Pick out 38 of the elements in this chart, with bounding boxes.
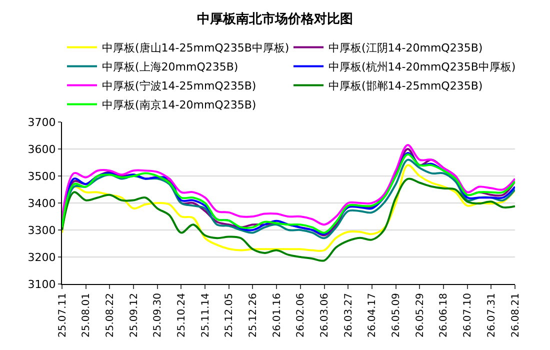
x-tick-label: 26.07.10 [462, 293, 474, 338]
y-tick-label: 3400 [28, 196, 56, 210]
x-tick-label: 26.05.29 [414, 293, 426, 338]
legend-label: 中厚板(唐山14-25mmQ235B中厚板) [102, 42, 290, 55]
y-tick-label: 3100 [28, 278, 56, 291]
x-tick-label: 25.10.24 [176, 293, 188, 338]
legend-label: 中厚板(杭州14-20mmQ235B中厚板) [328, 60, 516, 74]
line-series [62, 178, 515, 262]
x-tick-label: 26.02.06 [296, 293, 307, 338]
x-tick-label: 25.09.12 [128, 293, 140, 338]
x-tick-label: 26.08.21 [510, 293, 522, 338]
x-tick-label: 25.11.14 [200, 293, 212, 338]
x-tick-label: 26.05.09 [391, 293, 402, 338]
x-tick-label: 25.09.30 [152, 293, 164, 338]
x-tick-label: 25.12.26 [248, 293, 259, 338]
x-tick-label: 26.01.16 [272, 293, 283, 338]
x-tick-label: 26.07.31 [486, 293, 498, 338]
line-series [62, 164, 515, 252]
legend-label: 中厚板(江阴14-20mmQ235B) [328, 42, 483, 55]
y-tick-label: 3700 [28, 116, 56, 129]
legend-label: 中厚板(上海20mmQ235B) [102, 60, 238, 74]
legend-label: 中厚板(邯郸14-25mmQ235B) [328, 80, 483, 93]
x-tick-label: 25.08.01 [81, 293, 92, 338]
x-tick-label: 26.06.18 [438, 293, 450, 338]
legend-label: 中厚板(南京14-20mmQ235B) [102, 98, 256, 112]
chart-title: 中厚板南北市场价格对比图 [197, 11, 353, 28]
x-tick-label: 25.08.22 [104, 293, 116, 338]
x-tick-label: 26.04.17 [367, 293, 378, 338]
x-tick-label: 25.07.11 [57, 293, 68, 338]
x-tick-label: 25.12.05 [224, 293, 236, 338]
line-series [62, 144, 515, 226]
y-tick-label: 3200 [28, 250, 56, 264]
x-tick-label: 26.03.27 [343, 293, 354, 338]
y-tick-label: 3600 [28, 142, 56, 156]
legend-label: 中厚板(宁波14-25mmQ235B) [102, 80, 256, 93]
y-tick-label: 3300 [28, 224, 56, 237]
y-tick-label: 3500 [28, 170, 56, 183]
x-tick-label: 26.03.06 [320, 293, 331, 338]
